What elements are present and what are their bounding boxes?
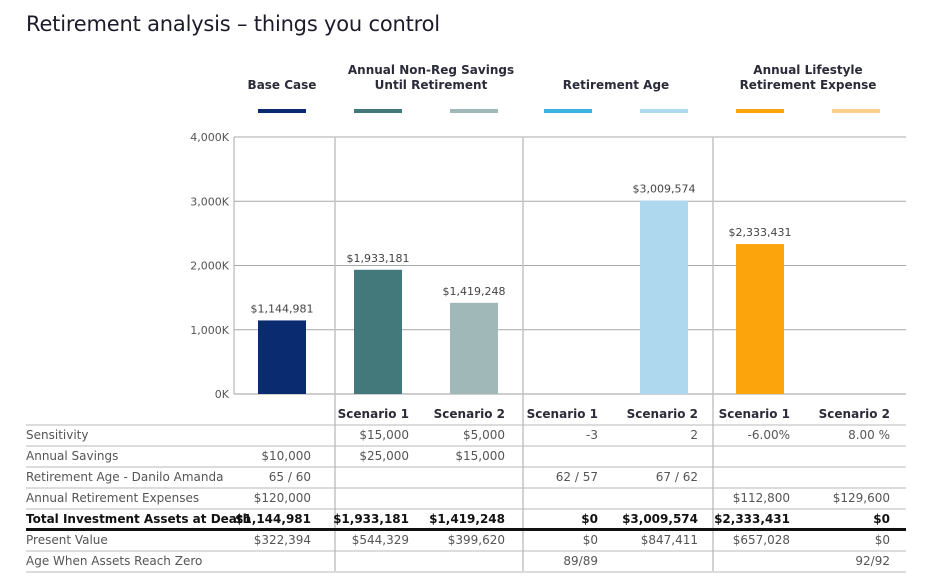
y-tick-label: 2,000K (190, 260, 229, 273)
y-tick-label: 1,000K (190, 324, 229, 337)
table-cell: 2 (690, 428, 698, 442)
legend-swatch (832, 109, 880, 113)
table-cell: $10,000 (261, 449, 311, 463)
bar (258, 320, 306, 394)
row-label: Present Value (26, 533, 108, 547)
legend-swatch (258, 109, 306, 113)
table-cell: $3,009,574 (622, 512, 698, 526)
table-cell: $120,000 (253, 491, 311, 505)
y-tick-label: 4,000K (190, 131, 229, 144)
table-cell: $847,411 (640, 533, 698, 547)
table-cell: 92/92 (855, 554, 890, 568)
y-tick-label: 3,000K (190, 195, 229, 208)
table-cell: $0 (873, 512, 890, 526)
column-header: Scenario 1 (337, 407, 409, 421)
row-label: Sensitivity (26, 428, 89, 442)
data-label: $3,009,574 (633, 183, 696, 196)
table-cell: -6.00% (747, 428, 790, 442)
legend-group-label: Retirement Age (562, 78, 670, 92)
table-cell: $657,028 (732, 533, 790, 547)
table-cell: $129,600 (832, 491, 890, 505)
legend-swatch (354, 109, 402, 113)
legend-group-label: Annual Non-Reg Savings Until Retirement (347, 63, 515, 92)
column-header: Scenario 2 (818, 407, 890, 421)
legend-swatch (544, 109, 592, 113)
y-tick-label: 0K (215, 388, 230, 401)
legend-group-label: Annual Lifestyle Retirement Expense (739, 63, 877, 92)
table-cell: 65 / 60 (268, 470, 311, 484)
table-cell: -3 (586, 428, 598, 442)
bar (640, 200, 688, 394)
data-label: $1,144,981 (251, 302, 314, 315)
table-cell: $0 (874, 533, 890, 547)
data-label: $2,333,431 (729, 226, 792, 239)
table-cell: $1,144,981 (235, 512, 311, 526)
page-title: Retirement analysis – things you control (26, 12, 440, 36)
row-label: Total Investment Assets at Death (26, 512, 252, 526)
column-header: Scenario 2 (626, 407, 698, 421)
table-cell: $15,000 (455, 449, 505, 463)
legend-swatch (736, 109, 784, 113)
table-cell: 89/89 (563, 554, 598, 568)
table-cell: $112,800 (732, 491, 790, 505)
data-label: $1,419,248 (443, 285, 506, 298)
bar (450, 302, 498, 394)
table-cell: $0 (581, 512, 598, 526)
row-label: Age When Assets Reach Zero (26, 554, 203, 568)
bar (736, 244, 784, 394)
table-cell: $0 (582, 533, 598, 547)
legend-swatch (640, 109, 688, 113)
table-cell: 62 / 57 (555, 470, 598, 484)
table-cell: $1,933,181 (333, 512, 409, 526)
column-header: Scenario 1 (526, 407, 598, 421)
row-label: Retirement Age - Danilo Amanda (26, 470, 224, 484)
row-label: Annual Savings (26, 449, 119, 463)
table-cell: 67 / 62 (655, 470, 698, 484)
table-cell: $1,419,248 (429, 512, 505, 526)
legend-group-label: Base Case (247, 78, 317, 92)
table-cell: $15,000 (359, 428, 409, 442)
table-cell: $2,333,431 (714, 512, 790, 526)
data-label: $1,933,181 (347, 252, 410, 265)
table-cell: $25,000 (359, 449, 409, 463)
column-header: Scenario 2 (433, 407, 505, 421)
table-cell: $399,620 (447, 533, 505, 547)
table-cell: $5,000 (463, 428, 505, 442)
table-cell: 8.00 % (848, 428, 890, 442)
bar (354, 269, 402, 394)
row-label: Annual Retirement Expenses (26, 491, 200, 505)
column-header: Scenario 1 (718, 407, 790, 421)
table-cell: $322,394 (253, 533, 311, 547)
table-cell: $544,329 (351, 533, 409, 547)
legend-swatch (450, 109, 498, 113)
